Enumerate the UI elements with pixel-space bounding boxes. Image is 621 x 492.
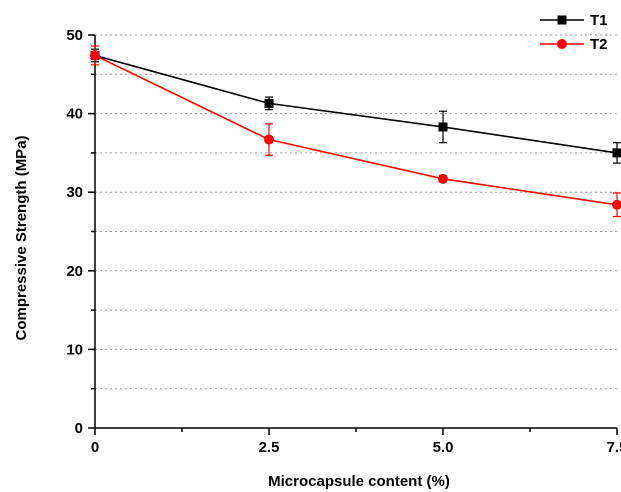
x-tick-label: 7.5	[607, 439, 621, 456]
data-point	[438, 122, 448, 132]
y-axis-title: Compressive Strength (MPa)	[13, 135, 30, 340]
series-line	[94, 54, 618, 154]
legend-marker	[557, 15, 567, 25]
data-point	[438, 173, 448, 184]
y-tick-label: 20	[66, 263, 83, 280]
x-axis-title: Microcapsule content (%)	[268, 473, 450, 490]
series-T1	[90, 48, 621, 164]
x-tick-label: 2.5	[259, 439, 280, 456]
axes	[88, 34, 618, 435]
data-point	[612, 199, 621, 210]
x-tick-label: 5.0	[433, 439, 454, 456]
y-tick-label: 0	[75, 420, 83, 437]
tick-labels: 0 10 20 30 40 50 0 2.5 5.0 7.5	[66, 27, 621, 456]
series	[90, 45, 621, 218]
series-line	[94, 54, 618, 206]
x-tick-label: 0	[91, 439, 99, 456]
y-tick-label: 50	[66, 27, 83, 44]
legend-item-T2: T2	[540, 36, 608, 53]
legend-marker	[557, 39, 567, 49]
series-T2	[90, 45, 621, 218]
data-point	[264, 134, 274, 145]
y-tick-label: 40	[66, 106, 83, 123]
y-tick-label: 30	[66, 184, 83, 201]
legend-label: T1	[590, 12, 608, 29]
legend-label: T2	[590, 36, 608, 53]
grid-lines	[95, 34, 617, 390]
data-point	[264, 98, 274, 108]
y-tick-label: 10	[66, 341, 83, 358]
data-point	[90, 50, 100, 61]
data-point	[612, 148, 621, 158]
legend-item-T1: T1	[540, 12, 608, 29]
